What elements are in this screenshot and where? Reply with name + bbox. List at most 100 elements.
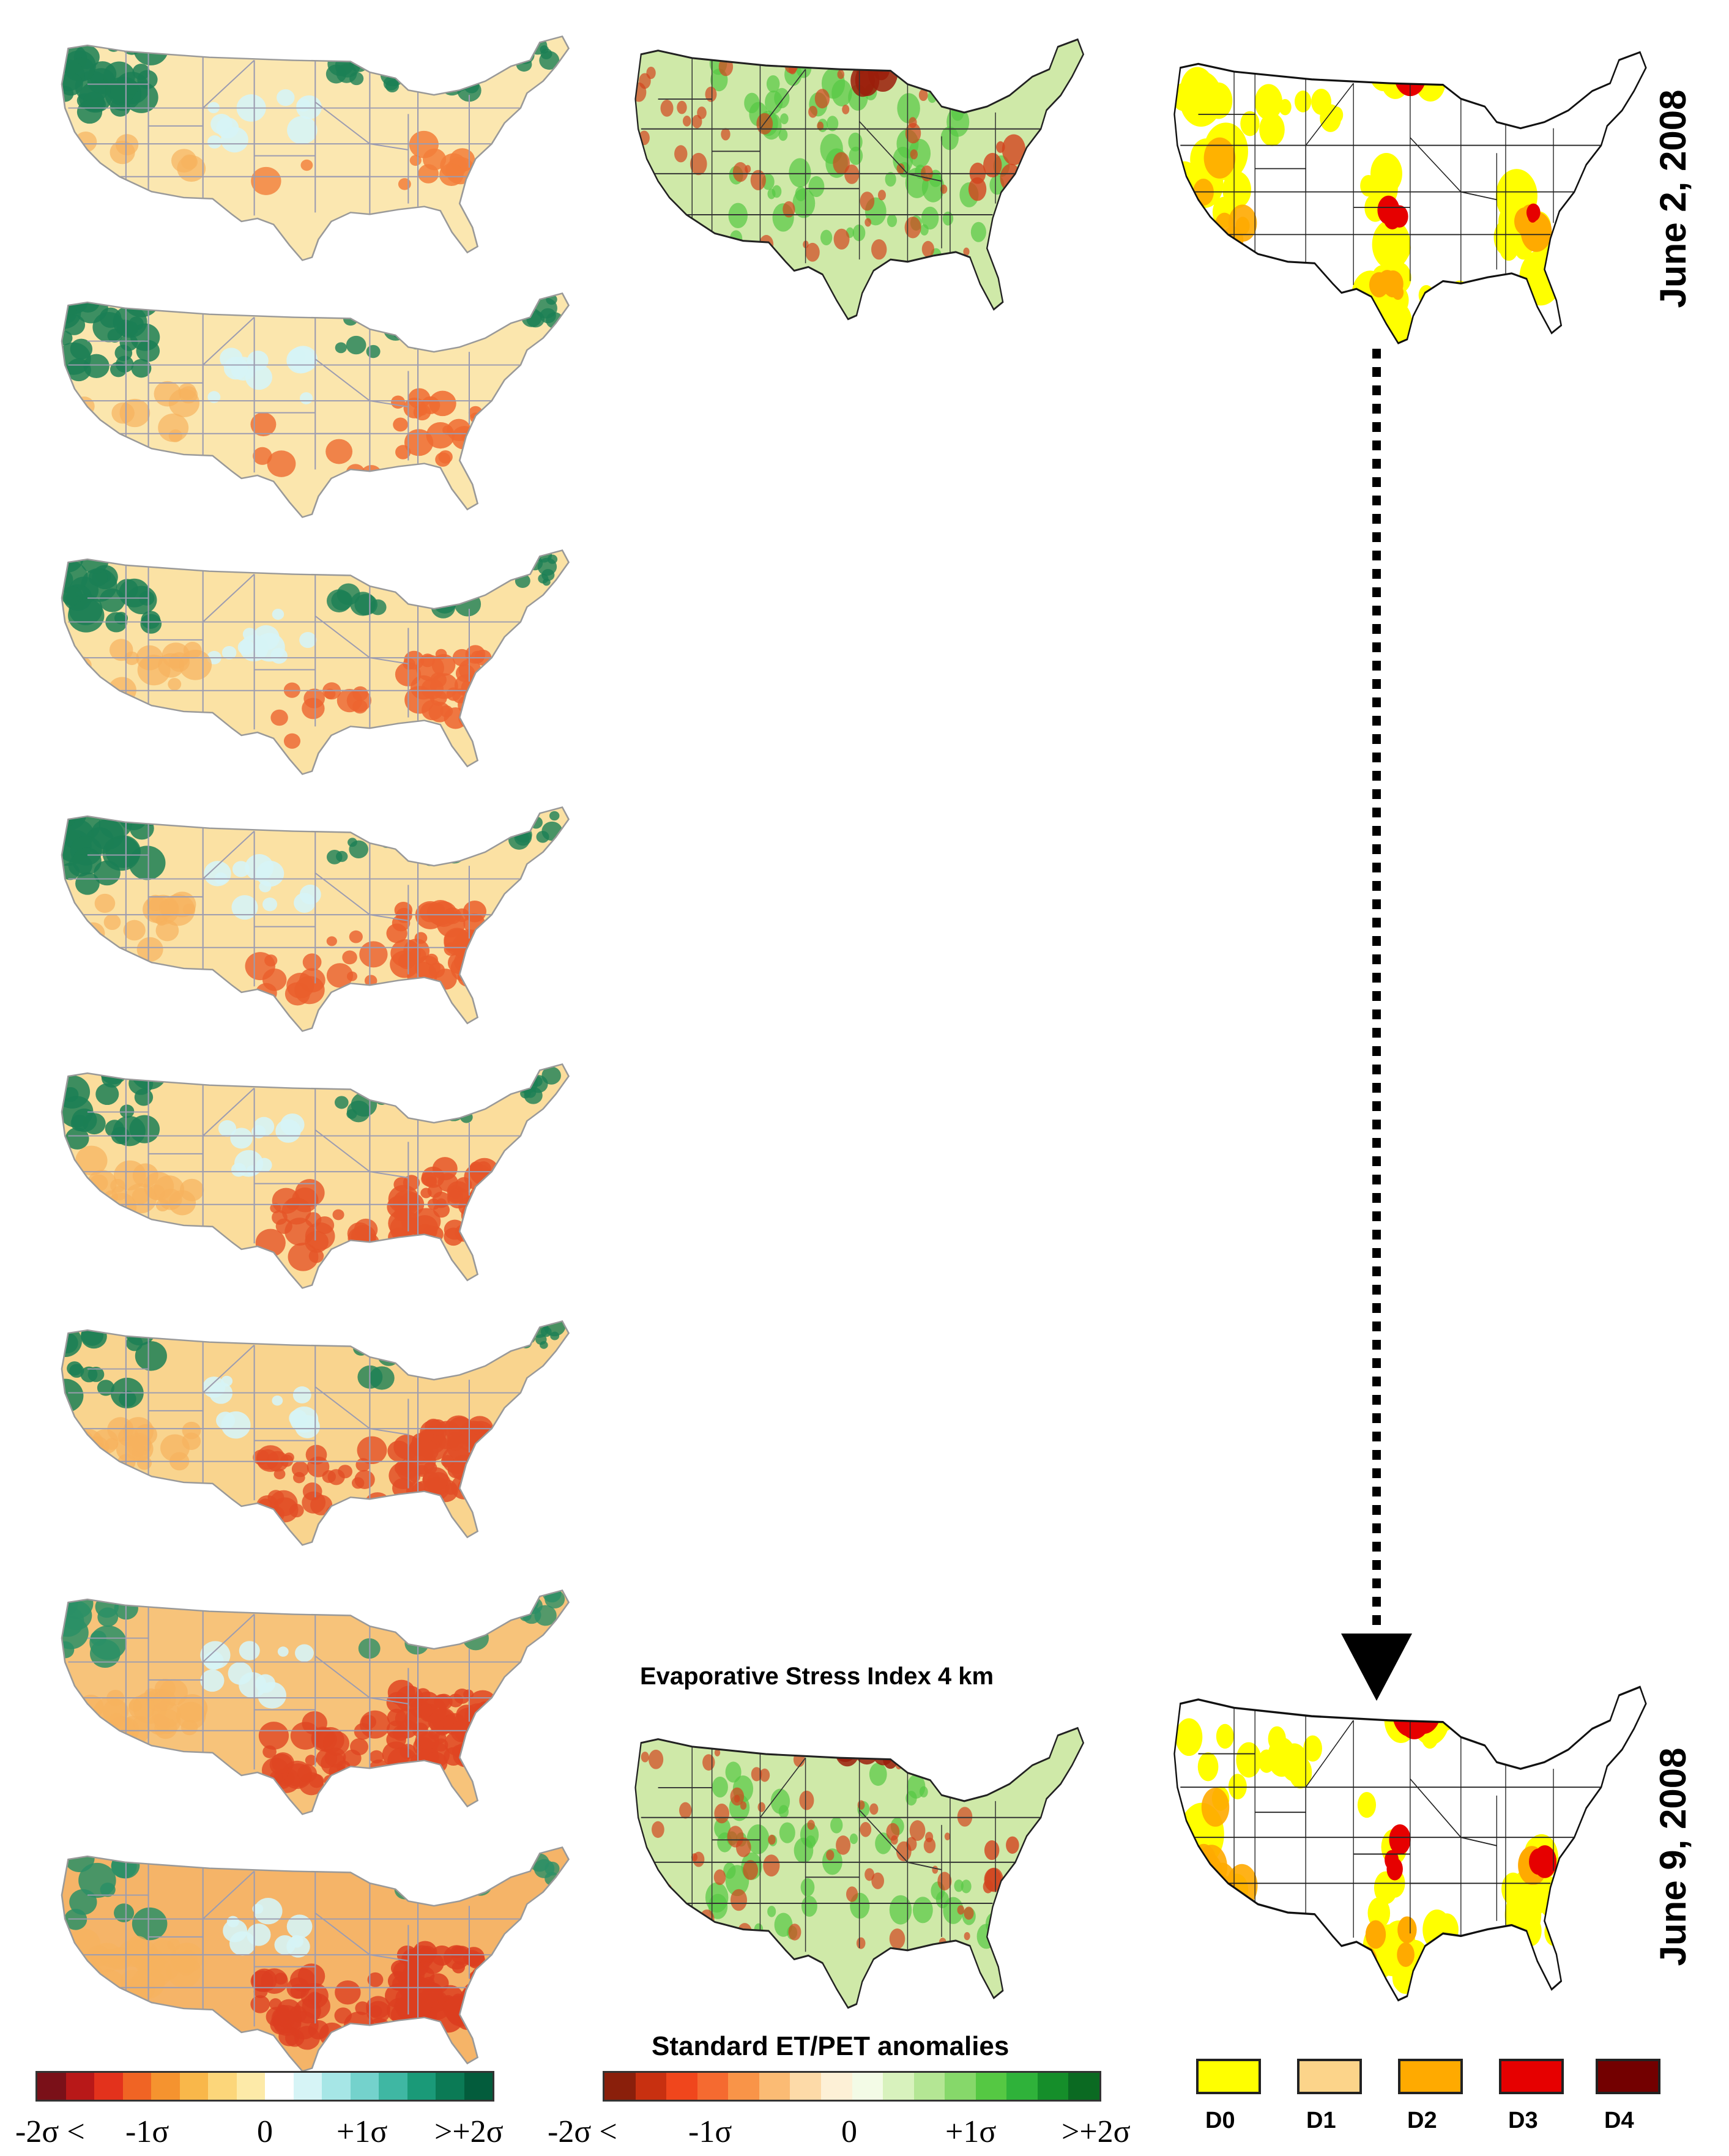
legend-bar-mid-swatch-13 — [975, 2073, 1007, 2100]
anomaly-map-5-patch — [515, 1064, 535, 1077]
anomaly-map-4-patch — [425, 953, 438, 966]
esi-map-bottom-patch — [759, 1768, 770, 1782]
anomaly-map-7-patch — [366, 1774, 380, 1787]
drought-map-top-patch — [1174, 217, 1193, 255]
anomaly-map-6-patch — [97, 1380, 115, 1396]
anomaly-map-2-patch — [390, 316, 415, 340]
anomaly-map-2-patch — [119, 398, 151, 428]
anomaly-map-8-patch — [471, 1966, 493, 1986]
anomaly-map-3-patch — [326, 589, 352, 612]
anomaly-map-8-patch — [289, 1968, 316, 1992]
anomaly-map-1-patch — [409, 155, 422, 166]
esi-map-bottom-patch — [743, 1860, 758, 1880]
anomaly-map-5-patch — [448, 1190, 463, 1204]
anomaly-map-7-patch — [460, 1741, 489, 1768]
esi-map-bottom-patch — [807, 1820, 815, 1830]
anomaly-map-4-patch — [349, 930, 363, 943]
esi-map-bottom-patch — [1006, 1836, 1019, 1854]
esi-map-top-patch — [817, 121, 824, 131]
esi-map-bottom-patch — [984, 1840, 1000, 1860]
anomaly-map-7-patch — [387, 1708, 406, 1727]
anomaly-map-4-patch — [444, 942, 459, 956]
anomaly-map-5-patch — [134, 1088, 154, 1106]
legend-bar-mid-swatch-6 — [759, 2073, 790, 2100]
legend-mid-tick-4: +1σ — [945, 2114, 997, 2149]
esi-map-bottom-patch — [617, 1907, 631, 1927]
anomaly-map-8-patch — [251, 1968, 277, 1992]
anomaly-map-2-patch — [83, 354, 110, 379]
anomaly-map-5-state-borders — [68, 1076, 537, 1244]
anomaly-map-1-state-borders — [68, 48, 537, 216]
anomaly-map-4-patch — [359, 941, 388, 968]
anomaly-map-3-patch — [467, 691, 481, 704]
anomaly-map-8-patch — [472, 1985, 497, 2008]
anomaly-map-5-patch — [444, 1219, 466, 1240]
anomaly-map-8-patch — [270, 2014, 292, 2035]
anomaly-map-8-patch — [372, 2025, 386, 2039]
esi-map-top-patch — [783, 201, 795, 218]
legend-bar-mid-swatch-10 — [883, 2073, 914, 2100]
anomaly-map-7-patch — [97, 1607, 119, 1627]
anomaly-map-8-patch — [516, 1847, 537, 1863]
esi-map-bottom-patch — [702, 1754, 715, 1771]
anomaly-map-1-patch — [420, 66, 442, 87]
esi-map-top-state-borders — [641, 54, 1055, 264]
anomaly-map-6-patch — [540, 1326, 552, 1337]
anomaly-map-7-patch — [261, 1757, 289, 1783]
anomaly-map-4-patch — [429, 901, 458, 927]
esi-map-top-patch — [1002, 134, 1026, 166]
anomaly-map-2-patch — [250, 412, 277, 437]
anomaly-map-4-patch — [463, 961, 490, 986]
anomaly-map-8-patch — [93, 1969, 125, 2000]
anomaly-map-8-patch — [394, 1879, 416, 1900]
anomaly-map-5-patch — [129, 1115, 160, 1143]
esi-map-top-patch — [682, 116, 691, 127]
anomaly-map-4-patch — [284, 982, 310, 1006]
drought-map-top-patch — [1207, 234, 1233, 269]
anomaly-map-5-patch — [524, 1087, 543, 1104]
esi-map-top-patch — [677, 100, 687, 114]
anomaly-map-2-patch — [122, 321, 139, 336]
anomaly-map-4-patch — [336, 850, 348, 862]
legend-bar-mid-swatch-7 — [790, 2073, 821, 2100]
anomaly-map-8-patch — [515, 1851, 534, 1869]
anomaly-map-6-patch — [305, 1444, 327, 1465]
esi-title: Evaporative Stress Index 4 km — [640, 1663, 994, 1690]
legend-bar-mid-swatch-16 — [1068, 2073, 1099, 2100]
anomaly-map-2-patch — [511, 299, 532, 319]
anomaly-map-6-patch — [119, 1391, 136, 1407]
anomaly-map-8-patch — [250, 1995, 270, 2013]
anomaly-map-8-patch — [308, 2020, 329, 2040]
esi-map-top-patch — [945, 78, 969, 110]
anomaly-map-8 — [49, 1835, 575, 2080]
anomaly-map-3-patch — [390, 563, 414, 585]
anomaly-map-4-patch — [428, 962, 445, 978]
anomaly-map-8-patch — [516, 1847, 529, 1856]
anomaly-map-2-patch — [158, 413, 189, 442]
esi-map-bottom-patch — [799, 1790, 814, 1810]
esi-map-bottom-patch — [944, 1832, 951, 1840]
drought-map-top-patch — [1391, 205, 1408, 228]
legend-mid-tick-2: -1σ — [688, 2114, 732, 2149]
anomaly-map-6-patch — [417, 1441, 439, 1462]
esi-map-top-patch — [616, 161, 622, 169]
anomaly-map-3-patch — [99, 588, 125, 612]
drought-map-top-svg — [1173, 51, 1647, 344]
esi-map-bottom-patch — [856, 1937, 866, 1949]
drought-map-bottom-patch — [1214, 1899, 1257, 1960]
esi-map-bottom-svg — [634, 1727, 1085, 2009]
esi-map-bottom-patch — [912, 1897, 933, 1924]
anomaly-map-2-patch — [461, 314, 482, 334]
anomaly-map-5-patch — [218, 1120, 237, 1137]
anomaly-map-2-patch — [154, 381, 182, 407]
esi-map-top-patch — [705, 86, 717, 102]
anomaly-map-1-patch — [409, 68, 435, 92]
anomaly-map-5-patch — [234, 1150, 264, 1177]
anomaly-map-7-patch — [228, 1662, 253, 1685]
anomaly-map-4-patch — [61, 807, 76, 828]
anomaly-map-4-patch — [256, 860, 284, 887]
drought-map-top-patch — [1526, 203, 1541, 222]
esi-map-top-patch — [837, 69, 845, 80]
anomaly-map-5-svg — [61, 1063, 570, 1289]
esi-map-top-patch — [864, 218, 871, 227]
